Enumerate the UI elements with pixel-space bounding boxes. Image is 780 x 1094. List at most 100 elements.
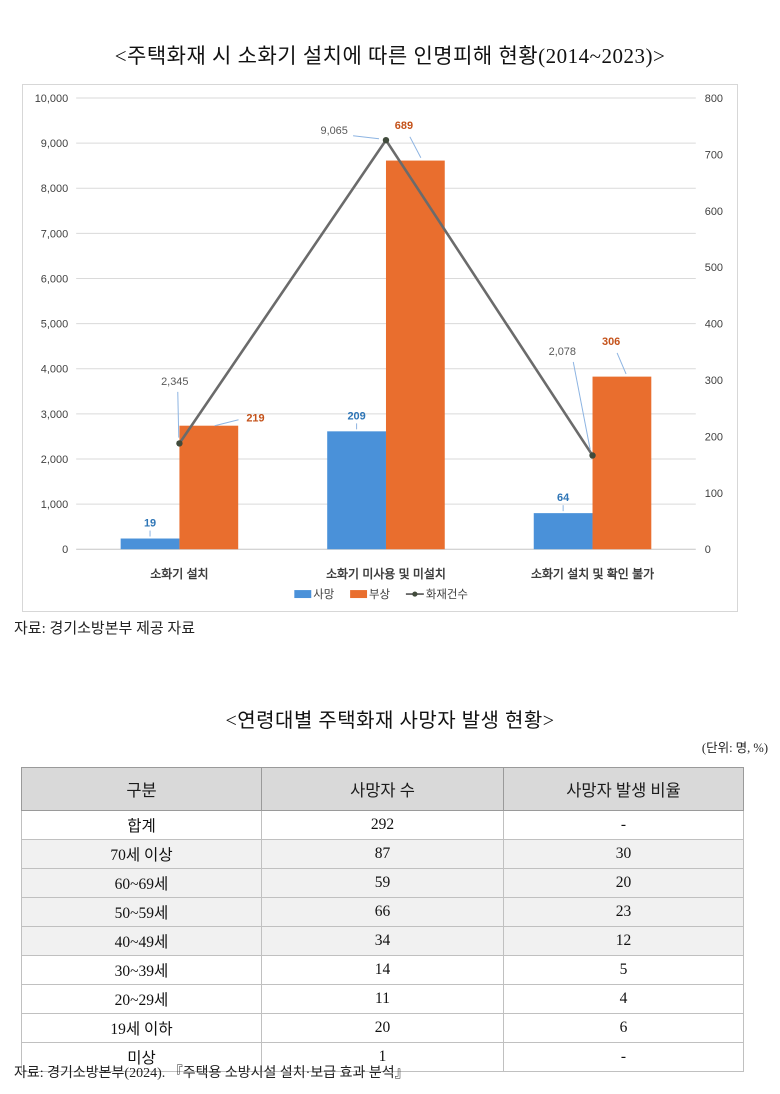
bar-injuries-2	[592, 376, 652, 550]
age-group-cell: 70세 이상	[21, 839, 262, 869]
table-row: 40~49세 34 12	[21, 926, 744, 956]
legend-swatch-0	[294, 590, 312, 599]
legend-label-2: 화재건수	[426, 588, 468, 601]
bar-deaths-1	[327, 431, 386, 550]
leader-line	[572, 361, 591, 450]
left-axis-tick: 8,000	[41, 183, 68, 195]
death-count-cell: 59	[261, 868, 504, 898]
fire-count-marker-0	[176, 440, 183, 447]
age-group-cell: 19세 이하	[21, 1013, 262, 1043]
fire-count-marker-2	[589, 452, 596, 459]
right-axis-tick: 0	[705, 544, 711, 556]
right-axis-tick: 100	[705, 488, 723, 500]
col-header-death-ratio: 사망자 발생 비율	[503, 767, 744, 811]
left-axis-tick: 10,000	[35, 93, 68, 105]
table-row: 20~29세 11 4	[21, 984, 744, 1014]
injury-label-1: 689	[395, 120, 413, 132]
leader-line	[353, 135, 380, 140]
right-axis-tick: 600	[705, 206, 723, 218]
fire-count-label-0: 2,345	[161, 376, 188, 388]
left-axis-tick: 6,000	[41, 273, 68, 285]
injury-label-2: 306	[602, 336, 620, 348]
age-table-body: 합계 292-70세 이상 87 30 60~69세 59 20 50~59세 66 23 40~4…	[21, 810, 744, 1072]
death-ratio-cell: 6	[503, 1013, 744, 1043]
death-ratio-cell: 30	[503, 839, 744, 869]
bar-deaths-0	[120, 538, 180, 550]
table-header-row: 구분 사망자 수 사망자 발생 비율	[21, 767, 744, 811]
table-title: <연령대별 주택화재 사망자 발생 현황>	[225, 710, 555, 732]
combo-chart-svg: 0 1,000 2,000 3,000 4,000 5,000 6,000 7,000 8,00…	[35, 93, 723, 601]
casualty-combo-chart: 0 1,000 2,000 3,000 4,000 5,000 6,000 7,000 8,00…	[22, 84, 738, 612]
legend-label-1: 부상	[369, 588, 391, 601]
death-count-cell: 11	[261, 984, 504, 1014]
category-label-2: 소화기 설치 및 확인 불가	[531, 566, 654, 581]
death-label-1: 209	[347, 410, 365, 422]
death-ratio-cell: 4	[503, 984, 744, 1014]
fire-count-line	[178, 137, 594, 457]
right-axis-tick: 500	[705, 262, 723, 274]
death-label-0: 19	[144, 518, 156, 530]
legend-swatch-1	[350, 590, 368, 599]
left-axis-tick: 4,000	[41, 364, 68, 376]
left-axis-tick: 5,000	[41, 319, 68, 331]
age-group-cell: 60~69세	[21, 868, 262, 898]
death-count-cell: 1	[261, 1042, 504, 1072]
left-axis-tick: 2,000	[41, 454, 68, 466]
death-ratio-cell: 20	[503, 868, 744, 898]
leader-line	[177, 391, 180, 438]
death-count-cell: 66	[261, 897, 504, 927]
right-axis-tick: 400	[705, 319, 723, 331]
chart-title: <주택화재 시 소화기 설치에 따른 인명피해 현황(2014~2023)>	[114, 44, 666, 68]
age-group-cell: 50~59세	[21, 897, 262, 927]
age-mortality-table: 구분 사망자 수 사망자 발생 비율 합계 292-70세 이상 87 30 60~69…	[21, 767, 744, 1072]
death-count-cell: 292	[261, 810, 504, 840]
table-row: 30~39세 14 5	[21, 955, 744, 985]
col-header-category: 구분	[21, 767, 262, 811]
death-count-cell: 87	[261, 839, 504, 869]
left-axis-tick: 7,000	[41, 228, 68, 240]
left-axis-tick: 0	[62, 544, 68, 556]
leader-line	[616, 352, 627, 375]
legend-line-marker	[412, 591, 418, 597]
col-header-death-count: 사망자 수	[261, 767, 504, 811]
death-ratio-cell: -	[503, 1042, 744, 1072]
death-ratio-cell: 23	[503, 897, 744, 927]
age-group-cell: 합계	[21, 810, 262, 840]
bar-deaths-2	[533, 513, 593, 550]
chart-source: 자료: 경기소방본부 제공 자료	[14, 621, 196, 637]
death-label-2: 64	[557, 492, 570, 504]
age-group-cell: 20~29세	[21, 984, 262, 1014]
right-axis-tick: 800	[705, 93, 723, 105]
table-row: 50~59세 66 23	[21, 897, 744, 927]
table-source: 자료: 경기소방본부(2024). 『주택용 소방시설 설치·보급 효과 분석』	[14, 1066, 409, 1081]
fire-count-marker-1	[382, 136, 390, 144]
left-axis-tick: 3,000	[41, 409, 68, 421]
category-label-1: 소화기 미사용 및 미설치	[326, 566, 446, 581]
death-count-cell: 14	[261, 955, 504, 985]
table-row: 70세 이상 87 30	[21, 839, 744, 869]
age-group-cell: 미상	[21, 1042, 262, 1072]
injury-label-0: 219	[246, 413, 264, 425]
death-ratio-cell: 12	[503, 926, 744, 956]
right-axis-tick: 700	[705, 149, 723, 161]
right-axis-tick: 300	[705, 375, 723, 387]
death-ratio-cell: -	[503, 810, 744, 840]
table-row: 합계 292-	[21, 810, 744, 840]
table-row: 19세 이하 20 6	[21, 1013, 744, 1043]
left-axis-tick: 9,000	[41, 138, 68, 150]
death-count-cell: 34	[261, 926, 504, 956]
age-group-cell: 30~39세	[21, 955, 262, 985]
age-group-cell: 40~49세	[21, 926, 262, 956]
fire-count-label-2: 2,078	[549, 346, 576, 358]
right-axis-tick: 200	[705, 431, 723, 443]
left-axis-tick: 1,000	[41, 499, 68, 511]
unit-note: (단위: 명, %)	[701, 741, 768, 755]
table-row: 60~69세 59 20	[21, 868, 744, 898]
death-count-cell: 20	[261, 1013, 504, 1043]
table-row: 미상 1-	[21, 1042, 744, 1072]
leader-line	[409, 136, 422, 158]
death-ratio-cell: 5	[503, 955, 744, 985]
fire-count-label-1: 9,065	[320, 125, 347, 137]
leader-line	[214, 419, 239, 427]
